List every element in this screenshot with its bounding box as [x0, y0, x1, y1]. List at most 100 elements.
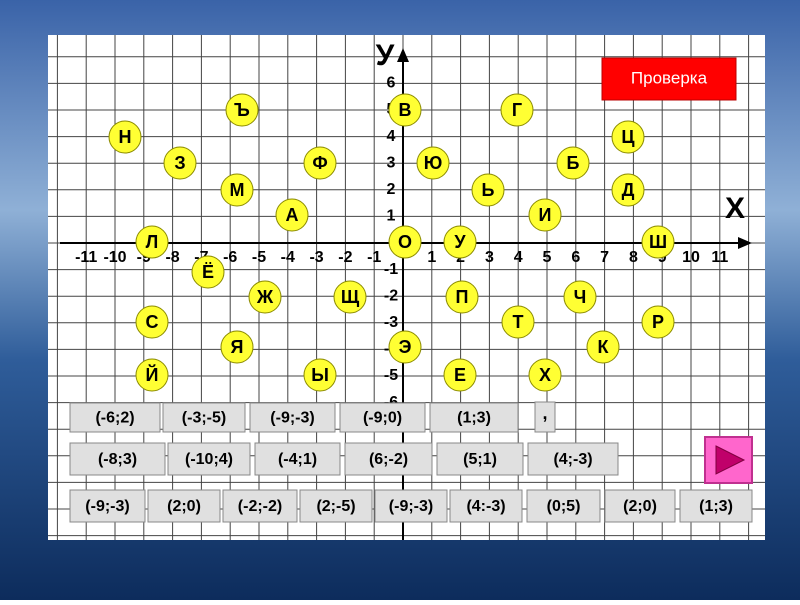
play-icon[interactable] [715, 445, 746, 475]
x-tick-label: -11 [75, 249, 97, 266]
answer-text: (4:-3) [466, 498, 505, 515]
letter: У [454, 232, 466, 252]
letter: М [230, 180, 245, 200]
y-tick-label: 4 [387, 128, 396, 145]
letter-circle [108, 120, 142, 154]
answer-box [254, 442, 341, 476]
letter: А [286, 205, 299, 225]
letter: Ъ [234, 100, 250, 120]
letter: Л [146, 232, 159, 252]
y-arrow [397, 48, 409, 62]
letter-circle [163, 146, 197, 180]
answer-box [69, 402, 161, 433]
x-tick-label: 4 [514, 249, 523, 266]
x-tick-label: -2 [338, 249, 352, 266]
letter-circle [528, 198, 562, 232]
letter-circle [388, 225, 422, 259]
answer-text: (2;-5) [316, 498, 355, 515]
x-tick-label: -4 [281, 249, 295, 266]
letter: З [174, 153, 185, 173]
y-tick-label: -5 [384, 367, 398, 384]
letter: Г [512, 100, 522, 120]
letter-circle [586, 330, 620, 364]
letter: Ч [574, 287, 587, 307]
answer-box [69, 489, 146, 523]
letter: В [399, 100, 412, 120]
letter-circle [416, 146, 450, 180]
answer-text: (-3;-5) [182, 410, 226, 427]
answer-text: (2;0) [167, 498, 201, 515]
answer-box [344, 442, 433, 476]
letter: Ц [621, 127, 635, 147]
letter: Э [399, 337, 412, 357]
answer-text: (-6;2) [95, 410, 134, 427]
letter-circle [248, 280, 282, 314]
letter-circle [225, 93, 259, 127]
letter-circle [563, 280, 597, 314]
letter-circle [220, 330, 254, 364]
answer-text: (1;3) [699, 498, 733, 515]
answer-box [436, 442, 524, 476]
answer-box [162, 402, 246, 433]
answer-box [167, 442, 251, 476]
answer-text: (0;5) [547, 498, 581, 515]
x-tick-label: 1 [427, 249, 436, 266]
y-tick-label: 1 [387, 208, 396, 225]
y-tick-label: -1 [384, 261, 398, 278]
answer-text: (-9;-3) [270, 410, 314, 427]
letter-circle [388, 93, 422, 127]
letter: К [598, 337, 610, 357]
x-tick-label: -5 [252, 249, 266, 266]
x-tick-label: 5 [543, 249, 552, 266]
y-tick-label: 3 [387, 154, 396, 171]
answer-box [527, 442, 619, 476]
letter: Х [539, 365, 551, 385]
letter: О [398, 232, 412, 252]
letter: П [456, 287, 469, 307]
letter: Е [454, 365, 466, 385]
x-tick-label: 8 [629, 249, 638, 266]
x-arrow [738, 237, 752, 249]
answer-text: (2;0) [623, 498, 657, 515]
x-tick-label: 10 [682, 249, 700, 266]
answer-text: (-9;-3) [389, 498, 433, 515]
letter-circle [220, 173, 254, 207]
letter-circle [135, 225, 169, 259]
letter-circle [445, 280, 479, 314]
letter-circle [191, 255, 225, 289]
x-tick-label: 11 [711, 249, 728, 266]
letter-circle [500, 93, 534, 127]
x-tick-label: -1 [367, 249, 381, 266]
check-button-label[interactable]: Проверка [631, 68, 708, 87]
letter-circle [443, 358, 477, 392]
check-button[interactable] [601, 57, 737, 101]
answer-box [69, 442, 166, 476]
letter: Я [231, 337, 244, 357]
answer-box [249, 402, 336, 433]
letter-circle [303, 358, 337, 392]
answer-box [429, 402, 519, 433]
answer-text: (4;-3) [553, 451, 592, 468]
letter: Р [652, 312, 664, 332]
x-axis-label: Х [725, 192, 745, 225]
x-tick-label: -3 [309, 249, 323, 266]
y-tick-label: -2 [384, 287, 398, 304]
answer-text: (6;-2) [369, 451, 408, 468]
letter-circle [641, 225, 675, 259]
letter: И [539, 205, 552, 225]
answer-box [449, 489, 523, 523]
y-tick-label: -3 [384, 314, 398, 331]
letter: Н [119, 127, 132, 147]
letter-circle [443, 225, 477, 259]
answer-box [374, 489, 448, 523]
answer-text: (-9;0) [363, 410, 402, 427]
letter: Д [622, 180, 635, 200]
letter: Т [513, 312, 524, 332]
letter: Ю [424, 153, 443, 173]
y-tick-label: 2 [387, 181, 396, 198]
answer-text: (-10;4) [185, 451, 233, 468]
letter: Б [567, 153, 580, 173]
letter-circle [611, 173, 645, 207]
letter-circle [641, 305, 675, 339]
y-tick-label: 6 [387, 75, 396, 92]
